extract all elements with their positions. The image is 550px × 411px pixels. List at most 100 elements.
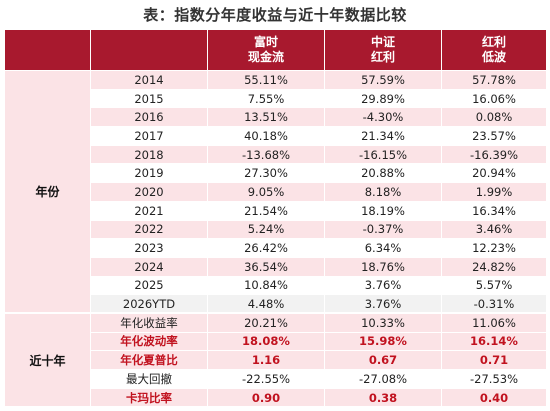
value-cell: 57.59% <box>324 70 442 90</box>
value-cell: 15.98% <box>324 332 442 352</box>
year-row: 2019 27.30% 20.88% 20.94% <box>5 163 547 184</box>
value-cell: 16.14% <box>441 332 547 352</box>
ten-year-row: 最大回撤 -22.55% -27.08% -27.53% <box>5 369 547 389</box>
header-row: 富时 现金流 中证 红利 红利 低波 <box>4 30 547 71</box>
value-cell: 0.08% <box>441 107 547 128</box>
value-cell: 13.51% <box>207 107 325 128</box>
ten-year-row: 近十年 年化收益率 20.21% 10.33% 11.06% <box>4 312 547 408</box>
value-cell: 21.54% <box>207 201 325 221</box>
value-cell: 20.88% <box>324 163 442 184</box>
value-cell: 0.67 <box>324 350 442 370</box>
value-cell: 4.48% <box>207 294 325 314</box>
value-cell: -16.15% <box>324 145 442 165</box>
value-cell: 27.30% <box>207 163 325 184</box>
value-cell: 0.90 <box>207 388 325 408</box>
header-dividend-lowvol: 红利 低波 <box>441 30 547 71</box>
year-row: 2024 36.54% 18.76% 24.82% <box>5 257 547 277</box>
value-cell: 3.76% <box>324 294 442 314</box>
value-cell: 11.06% <box>441 312 547 333</box>
header-csi-dividend: 中证 红利 <box>324 30 442 71</box>
value-cell: -13.68% <box>207 145 325 165</box>
row-label: 2022 <box>90 220 208 240</box>
value-cell: 8.18% <box>324 182 442 202</box>
value-cell: 5.24% <box>207 220 325 240</box>
value-cell: 3.46% <box>441 220 547 240</box>
header-line: 红利 <box>481 35 506 49</box>
year-row: 2022 5.24% -0.37% 3.46% <box>5 220 547 240</box>
header-line: 低波 <box>481 50 506 64</box>
year-row: 2016 13.51% -4.30% 0.08% <box>5 107 547 128</box>
row-label: 2024 <box>90 257 208 277</box>
value-cell: 0.38 <box>324 388 442 408</box>
year-row: 2023 26.42% 6.34% 12.23% <box>5 238 547 258</box>
value-cell: 0.40 <box>441 388 547 408</box>
value-cell: 12.23% <box>441 238 547 258</box>
value-cell: -22.55% <box>207 369 325 389</box>
row-label: 2023 <box>90 238 208 258</box>
value-cell: -27.53% <box>441 369 547 389</box>
value-cell: 29.89% <box>324 89 442 109</box>
value-cell: 3.76% <box>324 276 442 296</box>
value-cell: 18.08% <box>207 332 325 352</box>
year-row: 2020 9.05% 8.18% 1.99% <box>5 182 547 202</box>
row-label: 年化波动率 <box>90 332 208 352</box>
value-cell: 18.19% <box>324 201 442 221</box>
year-row: 2015 7.55% 29.89% 16.06% <box>5 89 547 109</box>
row-label: 2014 <box>90 70 208 90</box>
header-fushi-cashflow: 富时 现金流 <box>207 30 325 71</box>
value-cell: 36.54% <box>207 257 325 277</box>
value-cell: -0.37% <box>324 220 442 240</box>
ten-year-row: 年化波动率 18.08% 15.98% 16.14% <box>5 332 547 352</box>
table-title: 表：指数分年度收益与近十年数据比较 <box>143 6 407 24</box>
header-line: 红利 <box>370 50 395 64</box>
value-cell: -16.39% <box>441 145 547 165</box>
value-cell: 10.84% <box>207 276 325 296</box>
value-cell: 55.11% <box>207 70 325 90</box>
row-label: 卡玛比率 <box>90 388 208 408</box>
index-comparison-table: 富时 现金流 中证 红利 红利 低波 年份 2014 55.11% 57.59% 57.… <box>4 30 547 408</box>
value-cell: 1.16 <box>207 350 325 370</box>
row-label: 2019 <box>90 163 208 184</box>
value-cell: 18.76% <box>324 257 442 277</box>
year-row: 2021 21.54% 18.19% 16.34% <box>5 201 547 221</box>
header-line: 中证 <box>370 35 395 49</box>
value-cell: 7.55% <box>207 89 325 109</box>
ten-year-row: 卡玛比率 0.90 0.38 0.40 <box>5 388 547 408</box>
value-cell: 20.94% <box>441 163 547 184</box>
header-label-blank <box>90 30 208 71</box>
value-cell: 16.34% <box>441 201 547 221</box>
value-cell: 20.21% <box>207 312 325 333</box>
row-label: 年化夏普比 <box>90 350 208 370</box>
value-cell: 9.05% <box>207 182 325 202</box>
row-label: 最大回撤 <box>90 369 208 389</box>
value-cell: -0.31% <box>441 294 547 314</box>
year-row: 2026YTD 4.48% 3.76% -0.31% <box>5 294 547 314</box>
header-group-blank <box>4 30 91 71</box>
value-cell: -4.30% <box>324 107 442 128</box>
row-label: 年化收益率 <box>90 312 208 333</box>
value-cell: 1.99% <box>441 182 547 202</box>
year-row: 年份 2014 55.11% 57.59% 57.78% <box>4 70 547 314</box>
value-cell: 16.06% <box>441 89 547 109</box>
value-cell: 6.34% <box>324 238 442 258</box>
value-cell: 5.57% <box>441 276 547 296</box>
header-line: 富时 <box>253 35 278 49</box>
row-label: 2025 <box>90 276 208 296</box>
year-row: 2017 40.18% 21.34% 23.57% <box>5 126 547 146</box>
row-label: 2015 <box>90 89 208 109</box>
value-cell: 0.71 <box>441 350 547 370</box>
value-cell: 24.82% <box>441 257 547 277</box>
year-row: 2018 -13.68% -16.15% -16.39% <box>5 145 547 165</box>
header-line: 现金流 <box>247 50 284 64</box>
row-label: 2020 <box>90 182 208 202</box>
value-cell: 21.34% <box>324 126 442 146</box>
value-cell: 57.78% <box>441 70 547 90</box>
value-cell: -27.08% <box>324 369 442 389</box>
row-label: 2017 <box>90 126 208 146</box>
group-label: 年份 <box>4 70 91 314</box>
year-row: 2025 10.84% 3.76% 5.57% <box>5 276 547 296</box>
value-cell: 23.57% <box>441 126 547 146</box>
table-body: 年份 2014 55.11% 57.59% 57.78% 2015 7.55% 29.89% 1… <box>4 70 547 408</box>
group-label: 近十年 <box>4 312 91 408</box>
row-label: 2021 <box>90 201 208 221</box>
